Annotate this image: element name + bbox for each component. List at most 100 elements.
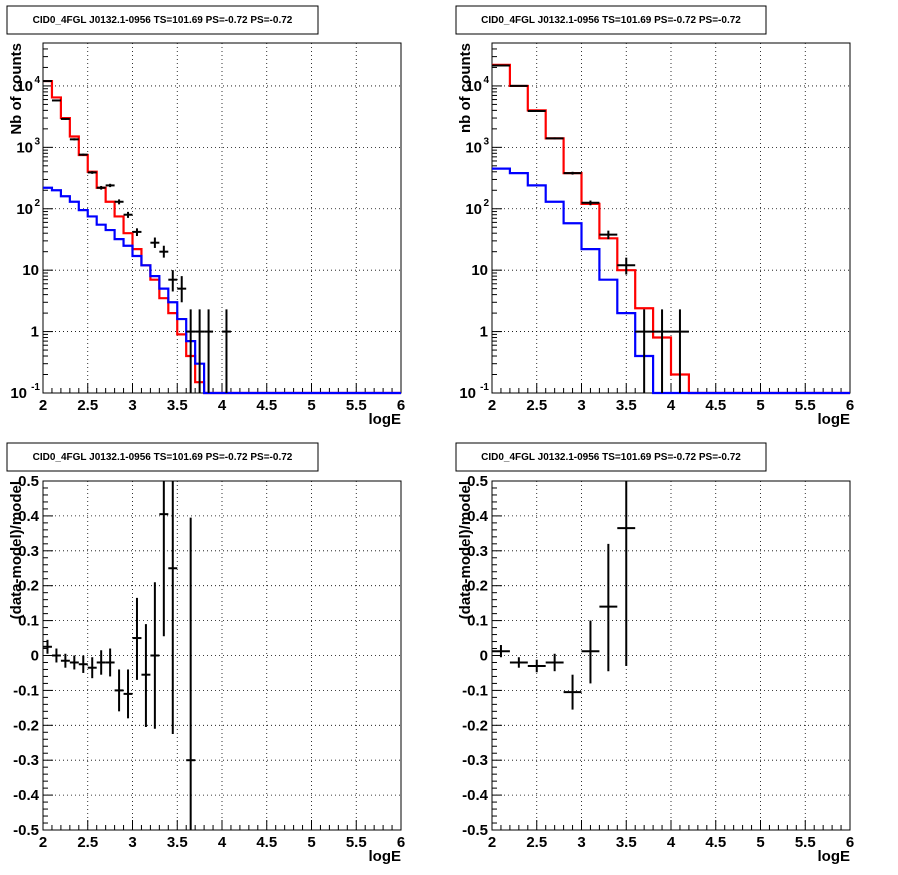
data-point xyxy=(78,153,88,156)
y-tick-label: 10 xyxy=(459,385,476,402)
y-axis-label: (data-model)/model xyxy=(457,481,474,619)
chart-title: CID0_4FGL J0132.1-0956 TS=101.69 PS=-0.7… xyxy=(33,15,293,26)
x-tick-label: 6 xyxy=(846,834,854,851)
data-point xyxy=(527,110,546,113)
y-tick-label: 0.1 xyxy=(18,613,39,630)
data-point xyxy=(150,582,160,729)
y-tick-label: 0 xyxy=(31,648,39,665)
data-point xyxy=(509,657,528,668)
data-point xyxy=(60,653,70,668)
y-tick-label: 10 xyxy=(16,201,33,218)
data-point xyxy=(132,228,142,237)
x-tick-label: 3 xyxy=(577,397,585,414)
x-tick-label: 4 xyxy=(667,397,676,414)
model-histogram-1 xyxy=(492,63,850,395)
data-point xyxy=(96,185,106,190)
data-point xyxy=(43,80,52,83)
y-tick-label: 10 xyxy=(22,262,39,279)
data-point xyxy=(617,481,636,666)
data-point xyxy=(105,648,115,677)
x-axis-label: logE xyxy=(818,411,851,428)
title-box-frame xyxy=(455,442,767,472)
data-point xyxy=(114,199,124,205)
y-tick-exponent: 4 xyxy=(483,75,489,86)
data-point xyxy=(159,481,169,637)
y-tick-label: 0.4 xyxy=(18,508,40,525)
data-point xyxy=(168,481,178,735)
y-tick-label: 10 xyxy=(465,139,482,156)
y-axis: -0.5 -0.4 -0.3 -0.2 -0.1 0 0.1 0.2 0.3 0.4 0.5(dat… xyxy=(457,473,502,839)
y-tick-label: 0.5 xyxy=(18,473,39,490)
grid-lines xyxy=(492,481,850,830)
chart-panel-2: CID0_4FGL J0132.1-0956 TS=101.69 PS=-0.7… xyxy=(455,5,854,428)
model-histogram-2 xyxy=(492,167,850,395)
data-point xyxy=(195,309,205,393)
data-point xyxy=(78,655,88,673)
y-tick-label: 10 xyxy=(471,262,488,279)
y-tick-exponent: 3 xyxy=(483,136,489,147)
x-tick-label: 2.5 xyxy=(526,397,547,414)
y-tick-label: 0 xyxy=(480,648,488,665)
data-point xyxy=(132,597,142,680)
y-tick-label: 10 xyxy=(16,139,33,156)
y-tick-label: -0.3 xyxy=(13,752,39,769)
x-tick-label: 5 xyxy=(756,397,764,414)
x-tick-label: 5.5 xyxy=(346,397,367,414)
x-tick-label: 4 xyxy=(218,834,227,851)
y-tick-label: -0.2 xyxy=(13,717,39,734)
chart-panel-1: CID0_4FGL J0132.1-0956 TS=101.69 PS=-0.7… xyxy=(6,5,405,428)
data-point xyxy=(69,655,79,670)
x-tick-label: 4.5 xyxy=(705,397,726,414)
x-tick-label: 5 xyxy=(307,834,315,851)
y-tick-label: 0.2 xyxy=(467,578,488,595)
grid-lines xyxy=(43,481,401,830)
data-point xyxy=(177,276,187,303)
x-tick-label: 5.5 xyxy=(795,397,816,414)
x-tick-label: 3.5 xyxy=(616,397,637,414)
x-tick-label: 4 xyxy=(667,834,676,851)
data-point xyxy=(581,200,600,206)
data-point xyxy=(599,230,618,240)
y-tick-exponent: 3 xyxy=(34,136,40,147)
y-tick-exponent: 4 xyxy=(34,75,40,86)
y-axis-label: (data-model)/model xyxy=(8,481,25,619)
data-point xyxy=(96,650,106,675)
y-tick-label: 0.4 xyxy=(467,508,489,525)
data-point xyxy=(581,620,600,684)
y-tick-label: 0.2 xyxy=(18,578,39,595)
data-point xyxy=(123,211,133,218)
x-tick-label: 3 xyxy=(128,834,136,851)
x-tick-label: 6 xyxy=(397,834,405,851)
x-tick-label: 2.5 xyxy=(526,834,547,851)
chart-title: CID0_4FGL J0132.1-0956 TS=101.69 PS=-0.7… xyxy=(481,452,741,463)
data-point xyxy=(204,309,214,393)
x-tick-label: 3.5 xyxy=(167,834,188,851)
y-tick-exponent: 2 xyxy=(34,198,40,209)
y-tick-label: -0.4 xyxy=(13,787,40,804)
y-tick-label: 0.5 xyxy=(467,473,488,490)
data-point xyxy=(653,309,671,393)
x-tick-label: 2 xyxy=(39,834,47,851)
data-point xyxy=(87,171,97,174)
y-tick-label: -0.5 xyxy=(462,822,488,839)
data-point xyxy=(563,171,582,175)
data-points xyxy=(492,64,689,393)
x-tick-label: 2.5 xyxy=(77,397,98,414)
y-tick-label: -0.4 xyxy=(462,787,489,804)
model-histogram-2 xyxy=(43,186,401,395)
chart-title-box: CID0_4FGL J0132.1-0956 TS=101.69 PS=-0.7… xyxy=(6,442,319,472)
title-box-frame xyxy=(455,5,767,35)
data-point xyxy=(563,674,582,710)
y-tick-label: 1 xyxy=(31,324,39,341)
x-tick-label: 2.5 xyxy=(77,834,98,851)
y-tick-label: -0.3 xyxy=(462,752,488,769)
data-point xyxy=(51,99,61,102)
y-axis: -0.5 -0.4 -0.3 -0.2 -0.1 0 0.1 0.2 0.3 0.4 0.5(dat… xyxy=(8,473,53,839)
data-point xyxy=(60,117,70,120)
y-tick-label: -0.1 xyxy=(13,682,39,699)
